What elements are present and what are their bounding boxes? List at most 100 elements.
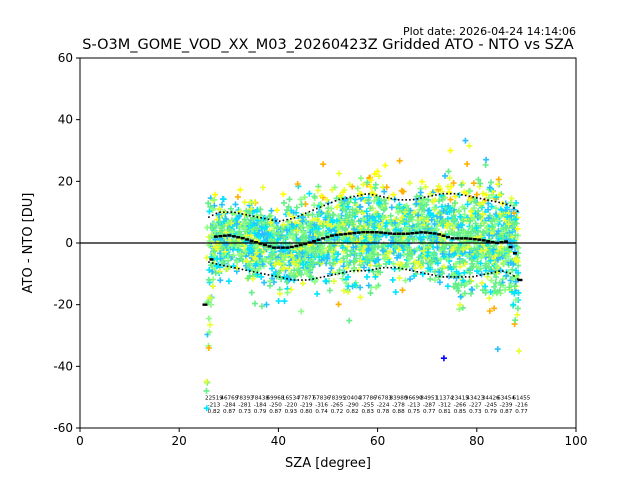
data-point — [318, 257, 325, 264]
data-point — [461, 269, 468, 276]
data-point — [351, 235, 358, 242]
bin-stat-label: 20404 — [343, 396, 361, 402]
sigma-band-dot — [453, 192, 456, 195]
data-point — [259, 303, 265, 310]
sigma-band-dot — [327, 203, 329, 205]
data-point — [439, 251, 446, 257]
sigma-band-dot — [356, 194, 359, 197]
bin-stat-label: 0.79 — [484, 409, 497, 415]
sigma-band-dot — [349, 196, 352, 199]
data-point — [338, 199, 345, 206]
data-point — [455, 244, 462, 251]
data-point — [259, 184, 266, 191]
data-point — [464, 244, 471, 250]
data-point — [436, 279, 443, 286]
sigma-band-dot — [312, 209, 314, 211]
data-point — [339, 225, 346, 232]
data-point — [391, 219, 398, 226]
data-point — [503, 224, 510, 231]
mean-profile-segment — [329, 234, 334, 237]
data-point — [222, 248, 229, 255]
data-point — [375, 268, 382, 275]
data-point — [334, 204, 341, 211]
data-point — [319, 245, 326, 252]
sigma-band-dot — [353, 195, 355, 198]
data-point — [445, 168, 452, 175]
data-point — [449, 246, 456, 253]
data-point — [335, 301, 342, 308]
data-point — [292, 219, 299, 226]
bin-stat-label: -224 — [377, 402, 390, 408]
data-point — [258, 273, 265, 280]
sigma-band-dot — [487, 272, 489, 275]
data-point — [206, 329, 213, 336]
data-point — [324, 210, 331, 217]
mean-profile-segment — [245, 238, 250, 241]
data-point — [375, 213, 382, 220]
sigma-band-dot — [375, 268, 378, 270]
data-point — [418, 202, 425, 208]
mean-profile-segment — [379, 231, 384, 234]
bin-stat-label: -239 — [500, 402, 513, 408]
sigma-band-dot — [208, 216, 210, 218]
data-point — [372, 185, 379, 192]
data-point — [237, 208, 243, 215]
data-point — [248, 205, 255, 212]
mean-profile-segment — [271, 246, 276, 249]
data-point — [205, 315, 212, 322]
sigma-band-dot — [290, 218, 292, 220]
data-point — [396, 157, 403, 164]
mean-profile-segment — [231, 235, 236, 238]
data-point — [474, 245, 481, 251]
data-point — [496, 250, 503, 257]
data-point — [224, 255, 231, 262]
mean-profile-segment — [517, 278, 523, 282]
mean-profile-segment — [374, 231, 379, 234]
bin-stat-label: 78395 — [328, 396, 346, 402]
sigma-band-dot — [401, 267, 404, 270]
sigma-band-dot — [219, 211, 221, 213]
sigma-band-dot — [420, 271, 422, 274]
mean-profile-segment — [294, 244, 299, 248]
mean-profile-segment — [236, 236, 241, 239]
data-point — [514, 225, 521, 232]
sigma-band-dot — [494, 271, 497, 273]
sigma-band-dot — [427, 195, 430, 198]
data-point — [299, 235, 306, 242]
sigma-band-dot — [464, 276, 467, 278]
mean-profile-segment — [423, 231, 428, 234]
data-point — [309, 211, 316, 218]
mean-profile-segment — [504, 240, 509, 243]
bin-stat-label: 0.73 — [469, 409, 482, 415]
data-point — [350, 244, 357, 251]
bin-stat-label: 0.82 — [346, 409, 358, 415]
data-point — [465, 228, 472, 235]
data-point — [281, 298, 288, 305]
data-point — [280, 221, 287, 228]
data-point — [219, 252, 226, 259]
sigma-band-dot — [349, 270, 352, 273]
data-point — [450, 283, 457, 290]
sigma-band-dot — [308, 210, 311, 213]
data-point — [448, 266, 455, 273]
sigma-band-dot — [293, 279, 296, 281]
data-point — [471, 254, 478, 261]
data-point — [311, 221, 318, 228]
sigma-band-dot — [297, 215, 300, 218]
bin-stat-label: -290 — [346, 402, 359, 408]
data-point — [255, 233, 262, 240]
data-point — [360, 216, 366, 223]
mean-profile-segment — [419, 231, 424, 234]
data-point — [451, 200, 458, 206]
data-point — [225, 278, 232, 285]
data-point — [488, 203, 495, 210]
sigma-band-dot — [282, 219, 285, 222]
sigma-band-dot — [431, 194, 433, 197]
data-point — [354, 185, 361, 192]
data-point — [233, 239, 240, 246]
data-point — [369, 216, 376, 223]
bin-stat-label: 0.87 — [269, 409, 282, 415]
data-point — [307, 247, 314, 254]
data-point — [426, 210, 433, 217]
data-point — [205, 200, 212, 207]
